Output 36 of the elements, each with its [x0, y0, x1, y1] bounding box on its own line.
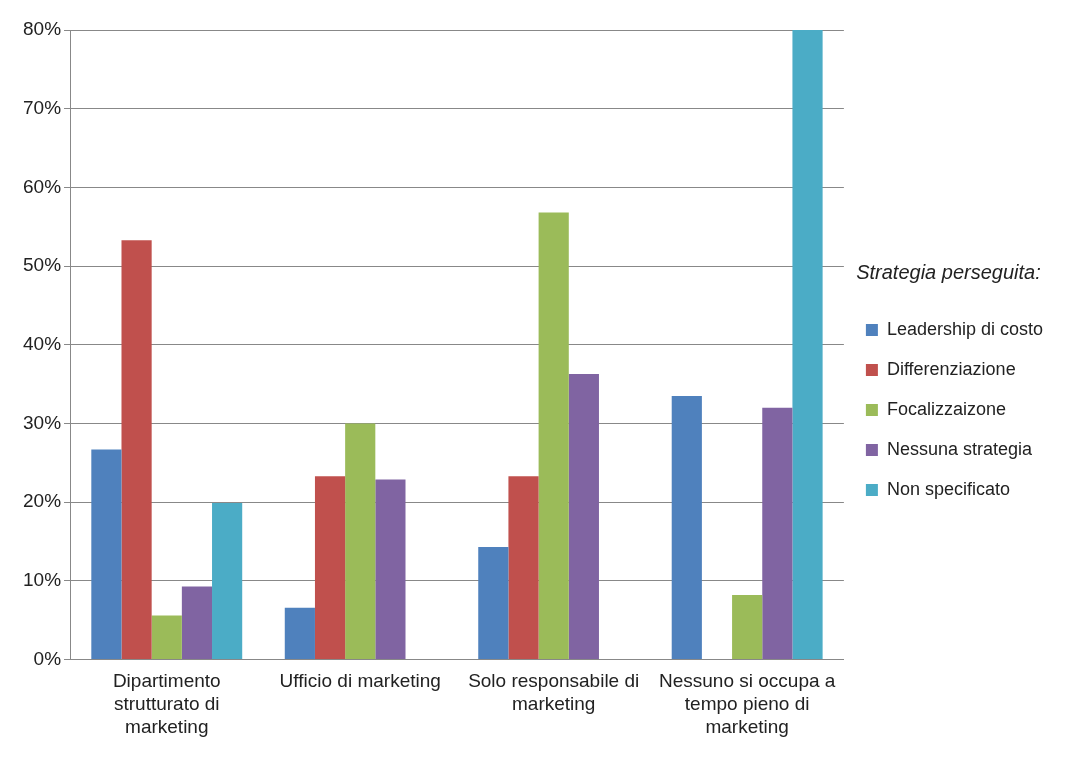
- legend-label: Non specificato: [886, 478, 1010, 499]
- y-tick-label: 20%: [23, 490, 62, 512]
- bar: [671, 395, 702, 660]
- y-tick-label: 40%: [23, 333, 62, 355]
- bar: [284, 607, 315, 660]
- bar: [478, 547, 509, 660]
- legend-label: Differenziazione: [886, 358, 1016, 379]
- bar: [538, 212, 569, 660]
- bar: [314, 476, 346, 660]
- y-tick-label: 50%: [23, 254, 62, 276]
- bar: [345, 423, 376, 660]
- bar: [732, 595, 763, 660]
- bar: [91, 449, 122, 660]
- bar: [568, 373, 599, 660]
- legend-title: Strategia perseguita:: [856, 260, 1041, 283]
- y-tick-label: 60%: [23, 175, 62, 197]
- y-tick-label: 70%: [23, 96, 62, 118]
- y-tick-label: 30%: [23, 411, 62, 433]
- legend-label: Focalizzaizone: [886, 398, 1006, 419]
- bar: [151, 615, 182, 660]
- x-tick-label: Nessuno si occupa a tempo pieno di marketing: [658, 670, 836, 737]
- y-tick-label: 0%: [33, 647, 62, 669]
- bar: [762, 407, 793, 660]
- bar: [792, 30, 823, 660]
- legend-label: Nessuna strategia: [886, 438, 1033, 459]
- y-tick-label: 80%: [23, 18, 62, 40]
- y-tick-label: 10%: [23, 569, 62, 591]
- x-tick-label: Solo responsabile di marketing: [468, 670, 640, 715]
- bar: [508, 476, 539, 660]
- bar: [121, 240, 152, 660]
- x-tick-label: Dipartimento strutturato di marketing: [112, 670, 221, 737]
- bar: [212, 502, 243, 660]
- bar: [181, 586, 213, 660]
- bar: [375, 479, 406, 660]
- legend-label: Leadership di costo: [886, 318, 1044, 339]
- x-tick-label: Ufficio di marketing: [279, 670, 441, 692]
